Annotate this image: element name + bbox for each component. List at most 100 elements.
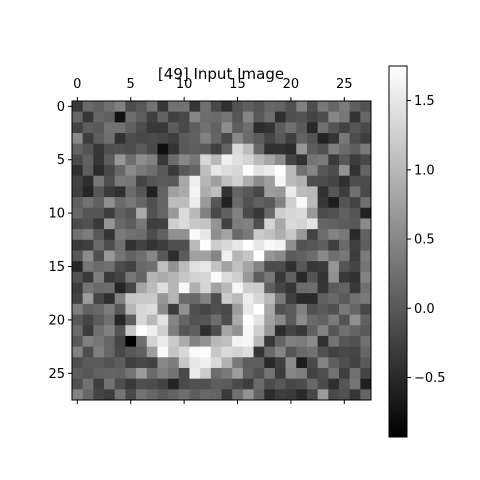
heatmap-cell bbox=[93, 389, 105, 401]
heatmap-cell bbox=[125, 282, 137, 294]
heatmap-cell bbox=[349, 367, 361, 380]
heatmap-cell bbox=[296, 111, 308, 123]
heatmap-cell bbox=[125, 143, 137, 155]
heatmap-cell bbox=[104, 133, 116, 145]
heatmap-cell bbox=[338, 154, 351, 166]
heatmap-cell bbox=[93, 314, 105, 326]
heatmap-cell bbox=[317, 165, 329, 177]
heatmap-cell bbox=[242, 218, 254, 230]
heatmap-cell bbox=[114, 282, 126, 294]
heatmap-cell bbox=[338, 389, 351, 401]
heatmap-cell bbox=[221, 197, 233, 209]
heatmap-cell bbox=[104, 389, 116, 401]
heatmap-cell bbox=[296, 303, 308, 315]
heatmap-cell bbox=[72, 282, 84, 294]
heatmap-cell bbox=[114, 325, 126, 337]
heatmap-cell bbox=[93, 218, 105, 230]
heatmap-cell bbox=[328, 101, 340, 113]
heatmap-cell bbox=[72, 101, 84, 113]
heatmap-cell bbox=[242, 282, 254, 294]
heatmap-cell bbox=[82, 239, 94, 251]
heatmap-cell bbox=[253, 271, 265, 283]
heatmap-cell bbox=[274, 303, 286, 315]
heatmap-cell bbox=[104, 175, 116, 187]
heatmap-cell bbox=[317, 389, 329, 401]
heatmap-cell bbox=[232, 143, 244, 155]
heatmap-cell bbox=[146, 154, 158, 166]
heatmap-cell bbox=[360, 250, 372, 262]
heatmap-cell bbox=[306, 314, 319, 326]
heatmap-cell bbox=[168, 250, 180, 262]
heatmap-cell bbox=[93, 229, 105, 241]
heatmap-cell bbox=[104, 111, 116, 123]
heatmap-cell bbox=[136, 197, 148, 209]
heatmap-cell bbox=[264, 378, 276, 390]
heatmap-cell bbox=[189, 218, 201, 230]
heatmap-cell bbox=[136, 261, 148, 273]
heatmap-cell bbox=[221, 207, 233, 219]
heatmap-cell bbox=[72, 378, 84, 390]
heatmap-cell bbox=[157, 165, 169, 177]
heatmap-cell bbox=[242, 261, 254, 273]
heatmap-cell bbox=[360, 229, 372, 241]
heatmap-cell bbox=[274, 389, 286, 401]
heatmap-cell bbox=[328, 293, 340, 305]
heatmap-cell bbox=[189, 282, 201, 294]
heatmap-cell bbox=[125, 261, 137, 273]
heatmap-cell bbox=[232, 293, 244, 305]
heatmap-cell bbox=[274, 111, 286, 123]
heatmap-cell bbox=[210, 293, 222, 305]
heatmap-cell bbox=[104, 271, 116, 283]
heatmap-cell bbox=[296, 346, 308, 358]
heatmap-cell bbox=[93, 239, 105, 251]
heatmap-cell bbox=[157, 303, 169, 315]
heatmap-cell bbox=[274, 378, 286, 390]
heatmap-cell bbox=[93, 133, 105, 145]
heatmap-cell bbox=[338, 282, 351, 294]
heatmap-cell bbox=[306, 133, 319, 145]
heatmap-cell bbox=[104, 293, 116, 305]
heatmap-cell bbox=[168, 357, 180, 369]
heatmap-cell bbox=[264, 122, 276, 134]
heatmap-cell bbox=[189, 325, 201, 337]
heatmap-cell bbox=[338, 346, 351, 358]
heatmap-cell bbox=[306, 143, 319, 155]
heatmap-cell bbox=[146, 218, 158, 230]
heatmap-cell bbox=[328, 239, 340, 251]
heatmap-cell bbox=[349, 314, 361, 326]
heatmap-cell bbox=[306, 378, 319, 390]
heatmap-cell bbox=[221, 325, 233, 337]
heatmap-cell bbox=[317, 101, 329, 113]
heatmap-cell bbox=[200, 293, 212, 305]
heatmap-cell bbox=[338, 186, 351, 198]
heatmap-cell bbox=[285, 186, 297, 198]
y-tick-label: 0 bbox=[57, 100, 65, 115]
heatmap-cell bbox=[264, 197, 276, 209]
heatmap-cell bbox=[178, 122, 190, 134]
heatmap-cell bbox=[146, 239, 158, 251]
heatmap-cell bbox=[306, 111, 319, 123]
heatmap-cell bbox=[349, 239, 361, 251]
heatmap-cell bbox=[221, 303, 233, 315]
heatmap-cell bbox=[328, 122, 340, 134]
heatmap-cell bbox=[285, 378, 297, 390]
y-tick-label: 5 bbox=[57, 153, 65, 168]
heatmap-cell bbox=[253, 357, 265, 369]
heatmap-cell bbox=[360, 154, 372, 166]
heatmap-cell bbox=[157, 101, 169, 113]
heatmap-cell bbox=[338, 239, 351, 251]
heatmap-cell bbox=[189, 154, 201, 166]
heatmap-cell bbox=[317, 143, 329, 155]
heatmap-cell bbox=[349, 186, 361, 198]
heatmap-cell bbox=[274, 271, 286, 283]
heatmap-cell bbox=[232, 239, 244, 251]
heatmap-cell bbox=[221, 218, 233, 230]
heatmap-cell bbox=[242, 165, 254, 177]
heatmap-cell bbox=[178, 250, 190, 262]
heatmap-cell bbox=[146, 271, 158, 283]
heatmap-cell bbox=[285, 133, 297, 145]
heatmap-cell bbox=[328, 335, 340, 348]
heatmap-cell bbox=[104, 325, 116, 337]
heatmap-cell bbox=[264, 111, 276, 123]
heatmap-cell bbox=[104, 101, 116, 113]
